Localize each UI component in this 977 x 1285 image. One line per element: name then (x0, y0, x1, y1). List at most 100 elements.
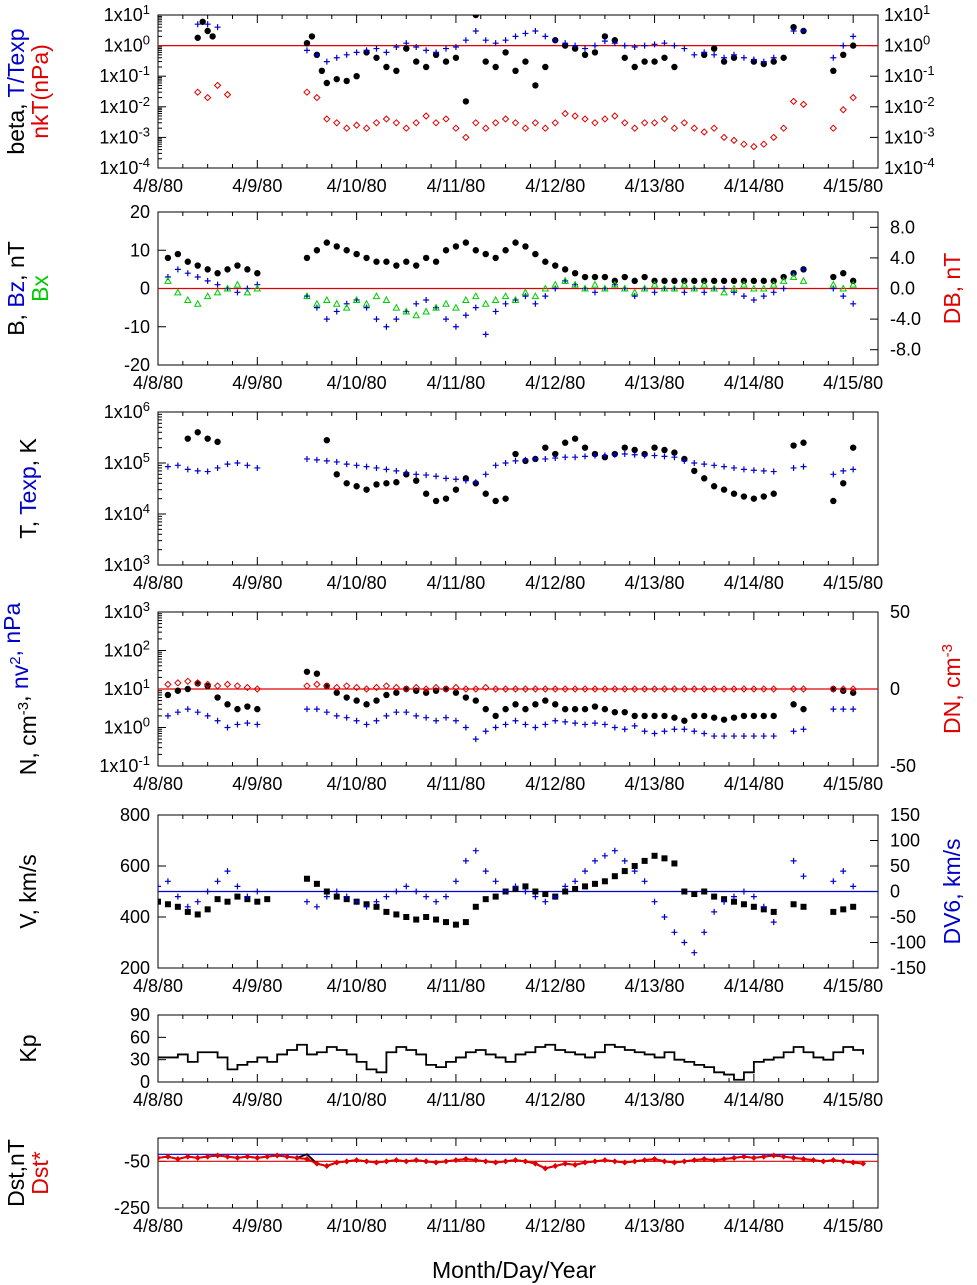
x-tick-label: 4/13/80 (625, 176, 685, 196)
y-tick-label: 1x102 (104, 638, 150, 661)
data-point (333, 471, 340, 478)
data-point (542, 258, 549, 265)
y-tick-label-base: 1x10 (104, 679, 143, 699)
right-y-tick-label-base: 1x10 (884, 66, 923, 86)
y-tick-label-base: 1x10 (104, 504, 143, 524)
y-axis-label: V, km/s (15, 854, 41, 929)
data-point (184, 270, 191, 277)
data-point (482, 250, 489, 258)
data-point (631, 293, 638, 300)
data-point (443, 893, 449, 900)
data-point (671, 714, 678, 721)
data-point (383, 49, 390, 56)
y-tick-label-base: 1x10 (104, 641, 143, 661)
data-point (204, 682, 211, 690)
data-point (204, 906, 211, 913)
x-tick-label: 4/14/80 (724, 1216, 784, 1236)
data-point (601, 284, 609, 292)
data-point (244, 266, 251, 273)
data-point (333, 243, 340, 250)
data-point (800, 439, 807, 446)
data-point (701, 49, 708, 56)
data-point (701, 289, 708, 296)
data-point (671, 929, 678, 936)
data-point (362, 124, 371, 132)
data-point (800, 903, 807, 910)
data-point (413, 58, 420, 65)
data-point (839, 106, 847, 114)
data-point (521, 124, 530, 132)
data-point (631, 446, 638, 454)
data-point (433, 717, 440, 724)
data-point (214, 281, 221, 288)
data-point (303, 88, 311, 96)
y-axis-label-part: nkT(nPa) (27, 44, 53, 139)
data-point (641, 58, 648, 65)
data-point (830, 67, 837, 75)
data-point (403, 685, 410, 693)
data-point (760, 685, 768, 693)
data-point (641, 273, 648, 281)
y-axis-label: T, Texp, K (15, 438, 41, 539)
data-point (472, 697, 479, 704)
data-point (323, 709, 330, 716)
x-tick-label: 4/14/80 (724, 976, 784, 996)
data-point (551, 685, 559, 693)
data-point (661, 728, 668, 735)
data-point (790, 464, 797, 471)
data-point (800, 705, 807, 713)
data-point (442, 58, 450, 65)
data-point (720, 133, 728, 142)
right-y-tick-label: -150 (890, 958, 926, 978)
data-point (363, 254, 370, 262)
data-point (572, 42, 579, 49)
data-point (442, 299, 450, 307)
data-point (571, 435, 579, 442)
data-point (323, 888, 330, 895)
data-point (512, 67, 519, 75)
data-point (333, 683, 341, 692)
data-point (423, 296, 430, 303)
data-point (640, 284, 649, 292)
data-point (522, 456, 529, 463)
data-point (671, 860, 678, 867)
data-point (830, 273, 837, 281)
data-point (462, 295, 470, 303)
data-point (631, 44, 638, 51)
x-tick-label: 4/10/80 (327, 1216, 387, 1236)
right-y-tick-label-exponent: 1 (923, 2, 930, 17)
data-point (303, 39, 311, 47)
data-point (352, 295, 361, 303)
data-point (552, 285, 559, 292)
data-point (373, 903, 380, 910)
data-point (650, 280, 659, 288)
data-point (770, 712, 777, 720)
data-point (383, 466, 390, 473)
data-point (840, 480, 847, 487)
data-point (790, 442, 797, 449)
data-point (412, 683, 420, 692)
data-point (582, 868, 589, 875)
data-point (491, 119, 500, 127)
data-point (353, 483, 360, 490)
data-point (572, 878, 579, 885)
data-point (671, 277, 678, 285)
panel-t: 4/8/80 4/9/80 4/10/80 4/11/80 4/12/80 4/13/80… (15, 399, 883, 593)
panel-dst: 4/8/80 4/9/80 4/10/80 4/11/80 4/12/80 4/13/80… (3, 1137, 883, 1236)
panel-v-data (158, 847, 857, 956)
y-axis-label-part: Kp (15, 1034, 41, 1062)
panel-t-frame (157, 411, 879, 566)
data-point (214, 270, 221, 277)
y-axis-label: Kp (15, 1034, 41, 1062)
data-point (661, 54, 668, 61)
data-point (800, 28, 807, 35)
data-point (362, 299, 371, 307)
data-point (422, 63, 430, 71)
data-point (203, 292, 212, 300)
data-point (691, 891, 698, 898)
data-point (313, 51, 320, 58)
data-point (522, 243, 529, 250)
data-point (542, 293, 549, 300)
data-point (442, 495, 450, 502)
data-point (830, 878, 837, 885)
